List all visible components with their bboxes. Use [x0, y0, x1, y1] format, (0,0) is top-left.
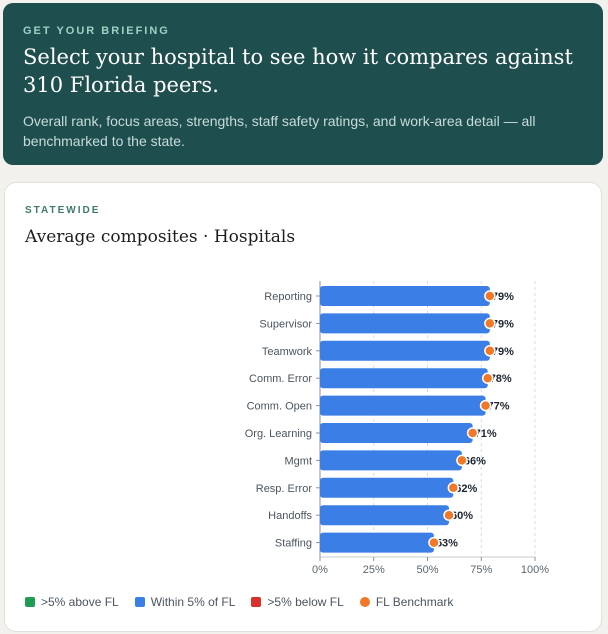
legend-item-above: >5% above FL	[25, 595, 119, 609]
legend-label-below: >5% below FL	[267, 595, 344, 609]
card-eyebrow: STATEWIDE	[25, 205, 101, 216]
bar	[320, 313, 490, 334]
benchmark-marker	[428, 536, 440, 549]
composites-chart: 0% 25% 50% 75% 100% Reporting 79% Supervisor 79%…	[245, 281, 549, 576]
category-label: Mgmt	[285, 455, 313, 467]
x-tick-label: 100%	[521, 564, 549, 576]
value-label: 66%	[464, 455, 486, 467]
category-label: Staffing	[275, 538, 312, 550]
legend-swatch-above	[25, 597, 35, 607]
value-label: 79%	[492, 346, 514, 358]
legend-item-within: Within 5% of FL	[134, 595, 236, 609]
category-label: Comm. Open	[247, 401, 312, 413]
benchmark-marker	[484, 345, 496, 357]
legend-label-within: Within 5% of FL	[150, 595, 236, 609]
legend-item-below: >5% below FL	[251, 595, 344, 609]
card-title: Average composites · Hospitals	[25, 227, 296, 247]
value-label: 53%	[436, 538, 458, 550]
briefing-eyebrow: GET YOUR BRIEFING	[23, 25, 170, 37]
value-label: 71%	[475, 428, 497, 440]
category-label: Supervisor	[259, 318, 312, 330]
benchmark-marker	[479, 399, 492, 412]
benchmark-marker	[484, 317, 496, 330]
value-label: 78%	[490, 373, 512, 385]
chart-legend: >5% above FL Within 5% of FL >5% below F…	[25, 595, 453, 609]
legend-label-benchmark: FL Benchmark	[375, 595, 454, 609]
benchmark-marker	[456, 454, 468, 467]
briefing-title: Select your hospital to see how it compa…	[23, 45, 573, 97]
bar	[320, 368, 488, 389]
category-label: Handoffs	[268, 510, 312, 522]
statewide-card: STATEWIDE Average composites · Hospitals…	[4, 182, 602, 632]
benchmark-marker	[443, 509, 455, 521]
x-tick-label: 75%	[470, 564, 492, 576]
bar	[320, 423, 473, 443]
x-tick-label: 25%	[363, 564, 385, 576]
category-label: Resp. Error	[256, 483, 313, 495]
benchmark-marker	[447, 482, 460, 494]
x-tick-label: 50%	[416, 564, 438, 576]
briefing-banner: GET YOUR BRIEFING Select your hospital t…	[3, 3, 603, 165]
benchmark-marker	[484, 290, 496, 302]
benchmark-marker	[481, 372, 494, 384]
category-label: Teamwork	[262, 346, 313, 358]
bar	[320, 395, 486, 416]
bar	[320, 340, 490, 361]
x-tick-label: 0%	[312, 564, 328, 576]
value-label: 79%	[492, 291, 514, 303]
category-label: Org. Learning	[245, 428, 312, 440]
bar	[320, 505, 449, 526]
legend-label-above: >5% above FL	[41, 595, 119, 609]
legend-item-benchmark: FL Benchmark	[359, 595, 454, 609]
briefing-subtitle: Overall rank, focus areas, strengths, st…	[23, 113, 536, 149]
category-label: Comm. Error	[249, 373, 312, 385]
value-label: 77%	[488, 401, 510, 413]
legend-swatch-within	[134, 597, 145, 607]
bar	[320, 286, 490, 306]
legend-swatch-below	[251, 597, 262, 607]
benchmark-marker	[466, 427, 479, 439]
bar	[320, 477, 454, 498]
category-label: Reporting	[264, 291, 312, 303]
value-label: 60%	[451, 510, 473, 522]
bar	[320, 532, 434, 553]
value-label: 62%	[455, 483, 477, 495]
legend-swatch-benchmark	[359, 597, 370, 607]
bar	[320, 450, 462, 471]
value-label: 79%	[492, 318, 514, 330]
